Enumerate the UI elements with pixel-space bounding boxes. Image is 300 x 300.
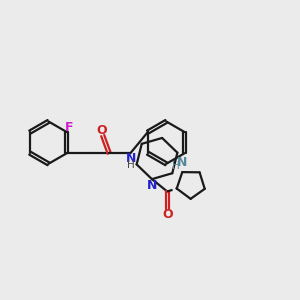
Text: O: O bbox=[96, 124, 106, 137]
Text: F: F bbox=[64, 121, 73, 134]
Text: N: N bbox=[176, 156, 187, 169]
Text: N: N bbox=[147, 179, 157, 192]
Text: O: O bbox=[162, 208, 172, 221]
Text: H: H bbox=[172, 161, 180, 171]
Text: N: N bbox=[125, 152, 136, 165]
Text: H: H bbox=[127, 160, 134, 170]
